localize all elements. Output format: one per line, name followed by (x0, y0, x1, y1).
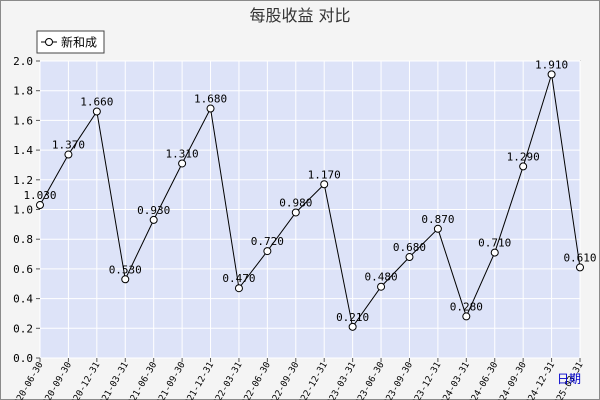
data-label: 1.290 (507, 150, 540, 163)
data-point (433, 224, 442, 233)
data-points (36, 70, 584, 331)
data-label: 1.170 (308, 168, 341, 181)
data-label: 0.680 (393, 241, 426, 254)
data-point (64, 150, 73, 159)
data-point (576, 263, 584, 272)
data-point (547, 70, 556, 79)
x-axis-title: 日期 (557, 372, 581, 386)
data-label: 1.910 (535, 58, 568, 71)
x-tick-label: 2020-06-30 (10, 361, 46, 400)
legend-label: 新和成 (61, 35, 97, 50)
data-label: 0.720 (251, 235, 284, 248)
y-tick-label: 2.0 (13, 55, 33, 68)
data-label: 0.980 (279, 196, 312, 209)
data-label: 1.660 (80, 95, 113, 108)
y-tick-label: 1.6 (13, 114, 33, 127)
y-axis: 0.0 0.2 0.4 0.6 0.8 1.0 1.2 1.4 1.6 1.8 2.0 (13, 55, 40, 365)
data-label: 0.870 (421, 213, 454, 226)
data-point (348, 322, 357, 331)
data-label: 0.930 (137, 204, 170, 217)
data-labels: 1.030 1.370 1.660 0.530 0.930 1.310 1.680 0.470… (23, 58, 596, 323)
data-point (462, 312, 471, 321)
data-label: 0.280 (450, 300, 483, 313)
y-tick-label: 0.6 (13, 263, 33, 276)
legend-marker-icon (45, 38, 53, 46)
data-point (36, 201, 44, 210)
x-axis: 2020-06-302020-09-302020-12-312021-03-31… (10, 358, 586, 400)
chart-title: 每股收益 对比 (249, 6, 350, 25)
data-point (234, 284, 243, 293)
data-label: 1.030 (23, 189, 56, 202)
data-point (263, 247, 272, 256)
data-point (121, 275, 130, 284)
data-point (92, 107, 101, 116)
data-point (377, 282, 386, 291)
series-line (39, 74, 581, 329)
data-point (405, 253, 414, 262)
legend: 新和成 (36, 30, 105, 54)
y-tick-label: 1.8 (13, 85, 33, 98)
data-point (206, 104, 215, 113)
data-point (490, 248, 499, 257)
series-line-layer (39, 74, 581, 329)
data-label: 0.710 (478, 237, 511, 250)
grid-lines (39, 60, 581, 359)
data-point (291, 208, 300, 217)
data-label: 0.470 (222, 272, 255, 285)
data-label: 0.530 (109, 263, 142, 276)
data-label: 0.610 (563, 251, 596, 264)
y-tick-label: 0.4 (13, 293, 33, 306)
data-label: 1.370 (52, 139, 85, 152)
y-tick-label: 0.2 (13, 322, 33, 335)
y-tick-label: 1.0 (13, 204, 33, 217)
legend-box (36, 30, 105, 54)
data-point (178, 159, 187, 168)
y-tick-label: 1.4 (13, 144, 33, 157)
y-tick-label: 0.8 (13, 233, 33, 246)
data-point (519, 162, 528, 171)
data-label: 0.210 (336, 311, 369, 324)
data-point (149, 215, 158, 224)
data-point (320, 180, 329, 189)
y-tick-label: 0.0 (13, 352, 33, 365)
data-label: 0.480 (364, 271, 397, 284)
y-tick-label: 1.2 (13, 174, 33, 187)
data-label: 1.310 (166, 147, 199, 160)
data-label: 1.680 (194, 93, 227, 106)
